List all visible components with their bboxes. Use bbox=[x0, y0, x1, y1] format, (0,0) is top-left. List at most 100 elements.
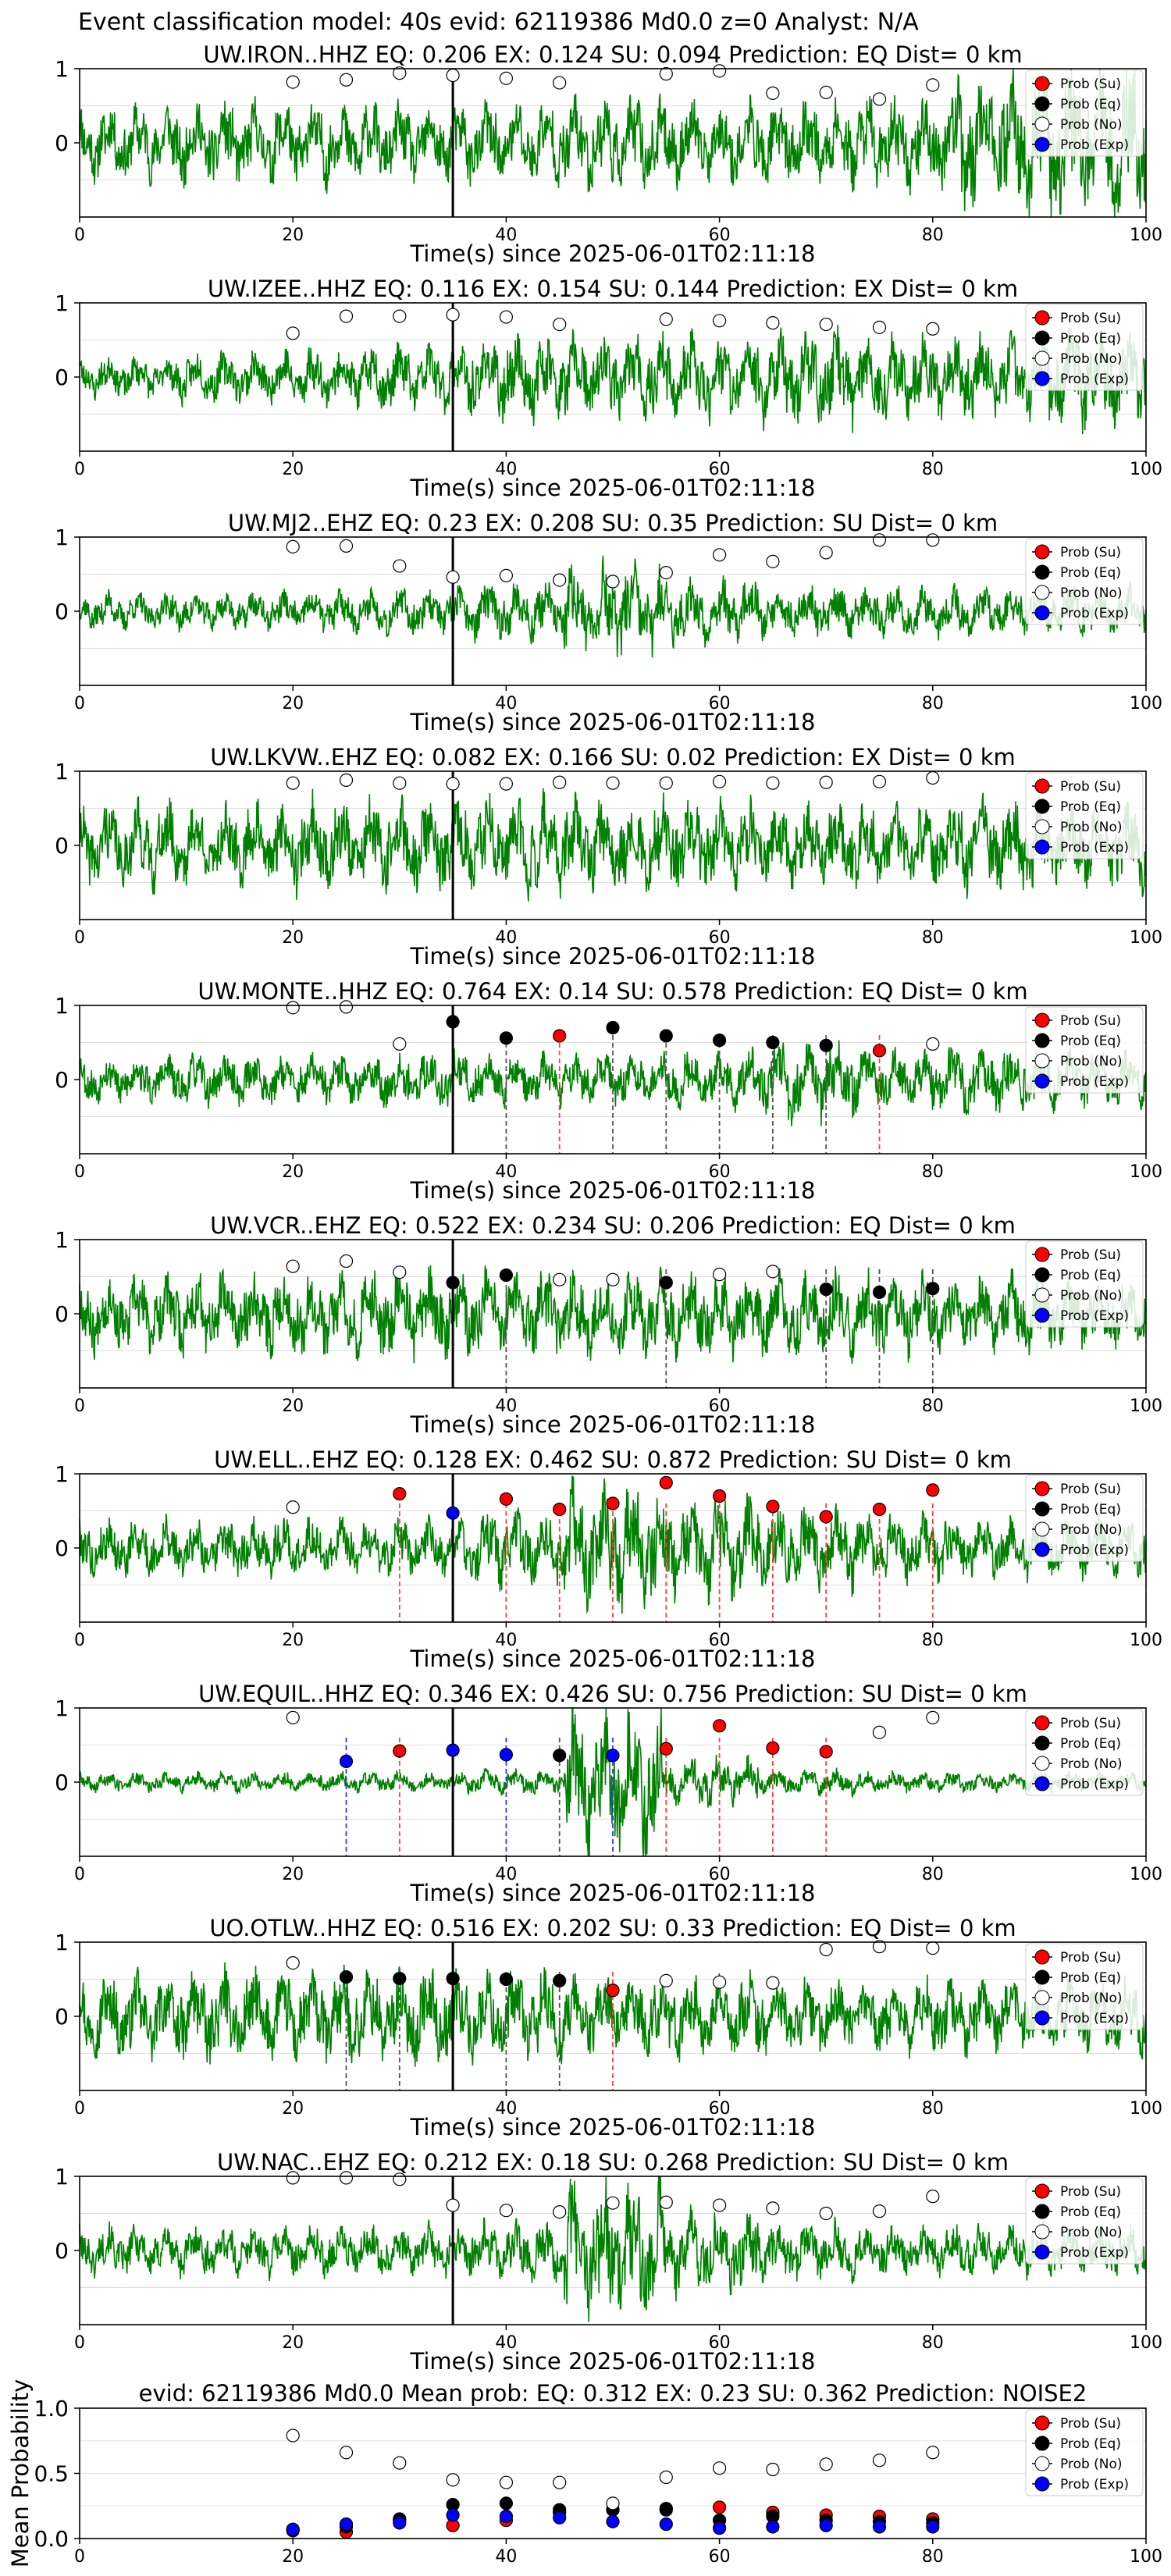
legend-label-eq: Prob (Eq) bbox=[1060, 1970, 1121, 1986]
waveform-trace bbox=[79, 2175, 1147, 2322]
legend-marker-exp bbox=[1034, 137, 1050, 152]
x-tick-label: 60 bbox=[709, 1162, 731, 1182]
legend-marker-su bbox=[1034, 2415, 1050, 2431]
prob-marker-no bbox=[286, 326, 300, 340]
legend-marker-eq bbox=[1034, 2435, 1050, 2451]
prob-marker-no bbox=[819, 1942, 833, 1957]
legend-marker-no bbox=[1034, 1521, 1050, 1537]
panel-title: UW.MONTE..HHZ EQ: 0.764 EX: 0.14 SU: 0.5… bbox=[198, 978, 1027, 1005]
legend-label-no: Prob (No) bbox=[1060, 820, 1123, 835]
prob-marker-no bbox=[659, 565, 673, 580]
x-tick-label: 100 bbox=[1130, 1865, 1162, 1884]
x-tick-label: 20 bbox=[282, 2547, 304, 2567]
x-tick-label: 0 bbox=[74, 2099, 85, 2119]
legend-label-no: Prob (No) bbox=[1060, 1991, 1123, 2006]
panel-3: UW.LKVW..EHZ EQ: 0.082 EX: 0.166 SU: 0.0… bbox=[55, 744, 1162, 970]
prob-marker-eq bbox=[926, 1282, 940, 1296]
y-tick-label: 1 bbox=[55, 993, 69, 1019]
y-tick-label: 0 bbox=[55, 365, 69, 390]
prob-marker-no bbox=[499, 777, 514, 791]
y-tick-label: 0.0 bbox=[34, 2526, 69, 2552]
x-axis-label: Time(s) since 2025-06-01T02:11:18 bbox=[410, 1177, 816, 1204]
mean-prob-marker-exp bbox=[393, 2516, 407, 2530]
x-tick-label: 40 bbox=[495, 694, 517, 713]
prob-marker-eq bbox=[819, 1283, 833, 1297]
prob-marker-no bbox=[926, 78, 940, 92]
x-tick-label: 40 bbox=[495, 1865, 517, 1884]
prob-marker-no bbox=[393, 776, 407, 790]
prob-marker-no bbox=[553, 1272, 567, 1286]
legend-frame bbox=[1025, 1006, 1144, 1094]
legend: Prob (Su) Prob (Eq) Prob (No) Prob (Exp) bbox=[1025, 1475, 1144, 1562]
legend: Prob (Su) Prob (Eq) Prob (No) Prob (Exp) bbox=[1025, 1943, 1144, 2030]
prob-marker-no bbox=[286, 1710, 300, 1724]
x-tick-label: 100 bbox=[1130, 928, 1162, 948]
prob-marker-su bbox=[606, 1984, 620, 1998]
legend-label-exp: Prob (Exp) bbox=[1060, 1777, 1129, 1792]
summary-legend: Prob (Su) Prob (Eq) Prob (No) Prob (Exp) bbox=[1025, 2409, 1144, 2496]
prob-marker-no bbox=[659, 67, 673, 81]
legend-marker-exp bbox=[1034, 1308, 1050, 1323]
legend-marker-exp bbox=[1034, 2476, 1050, 2492]
panels-container: UW.IRON..HHZ EQ: 0.206 EX: 0.124 SU: 0.0… bbox=[7, 41, 1162, 2567]
mean-prob-marker-no bbox=[553, 2475, 567, 2489]
x-tick-label: 100 bbox=[1130, 1162, 1162, 1182]
legend-marker-no bbox=[1034, 116, 1050, 132]
x-tick-label: 0 bbox=[74, 1162, 85, 1182]
legend-marker-eq bbox=[1034, 1501, 1050, 1517]
prob-marker-eq bbox=[446, 1971, 460, 1986]
x-tick-label: 80 bbox=[922, 226, 944, 245]
panel-4: UW.MONTE..HHZ EQ: 0.764 EX: 0.14 SU: 0.5… bbox=[55, 978, 1162, 1204]
legend-label-no: Prob (No) bbox=[1060, 585, 1123, 601]
prob-marker-no bbox=[766, 1265, 780, 1279]
prob-marker-no bbox=[553, 573, 567, 587]
x-tick-label: 80 bbox=[922, 1397, 944, 1416]
legend-marker-su bbox=[1034, 778, 1050, 794]
legend-label-no: Prob (No) bbox=[1060, 1522, 1123, 1538]
legend-marker-su bbox=[1034, 544, 1050, 560]
panel-title: UW.MJ2..EHZ EQ: 0.23 EX: 0.208 SU: 0.35 … bbox=[228, 510, 998, 536]
mean-prob-marker-exp bbox=[446, 2508, 460, 2522]
legend: Prob (Su) Prob (Eq) Prob (No) Prob (Exp) bbox=[1025, 1006, 1144, 1094]
legend-marker-su bbox=[1034, 1012, 1050, 1028]
legend: Prob (Su) Prob (Eq) Prob (No) Prob (Exp) bbox=[1025, 304, 1144, 391]
prob-marker-su bbox=[499, 1492, 514, 1506]
legend-frame bbox=[1025, 2409, 1144, 2496]
legend: Prob (Su) Prob (Eq) Prob (No) Prob (Exp) bbox=[1025, 1709, 1144, 1796]
legend-label-su: Prob (Su) bbox=[1060, 779, 1121, 795]
x-tick-label: 100 bbox=[1130, 460, 1162, 479]
y-tick-label: 1 bbox=[55, 2164, 69, 2190]
legend-marker-eq bbox=[1034, 330, 1050, 346]
prob-marker-no bbox=[766, 2201, 780, 2215]
prob-marker-no bbox=[606, 776, 620, 790]
legend-marker-eq bbox=[1034, 1969, 1050, 1985]
legend: Prob (Su) Prob (Eq) Prob (No) Prob (Exp) bbox=[1025, 2177, 1144, 2265]
legend-label-no: Prob (No) bbox=[1060, 1756, 1123, 1772]
prob-marker-no bbox=[872, 92, 887, 106]
x-tick-label: 20 bbox=[282, 1631, 304, 1650]
mean-prob-marker-exp bbox=[766, 2520, 780, 2534]
legend-label-no: Prob (No) bbox=[1060, 117, 1123, 133]
prob-marker-no bbox=[286, 75, 300, 89]
prob-marker-su bbox=[393, 1487, 407, 1501]
mean-prob-marker-exp bbox=[499, 2510, 514, 2524]
legend-label-exp: Prob (Exp) bbox=[1060, 1542, 1129, 1558]
y-tick-label: 0 bbox=[55, 1535, 69, 1561]
legend-frame bbox=[1025, 1475, 1144, 1562]
mean-prob-marker-exp bbox=[872, 2520, 887, 2534]
prob-marker-no bbox=[766, 316, 780, 330]
prob-marker-no bbox=[286, 1500, 300, 1514]
prob-marker-no bbox=[659, 1973, 673, 1987]
prob-marker-su bbox=[819, 1510, 833, 1524]
prob-marker-eq bbox=[499, 1972, 514, 1987]
mean-prob-marker-exp bbox=[819, 2518, 833, 2532]
x-tick-label: 60 bbox=[709, 694, 731, 713]
x-axis-label: Time(s) since 2025-06-01T02:11:18 bbox=[410, 1880, 816, 1906]
x-tick-label: 100 bbox=[1130, 226, 1162, 245]
prob-marker-exp bbox=[499, 1748, 514, 1762]
prob-marker-exp bbox=[339, 1754, 354, 1768]
figure-suptitle: Event classification model: 40s evid: 62… bbox=[78, 9, 919, 36]
legend-label-no: Prob (No) bbox=[1060, 351, 1123, 367]
x-tick-label: 40 bbox=[495, 2547, 517, 2567]
